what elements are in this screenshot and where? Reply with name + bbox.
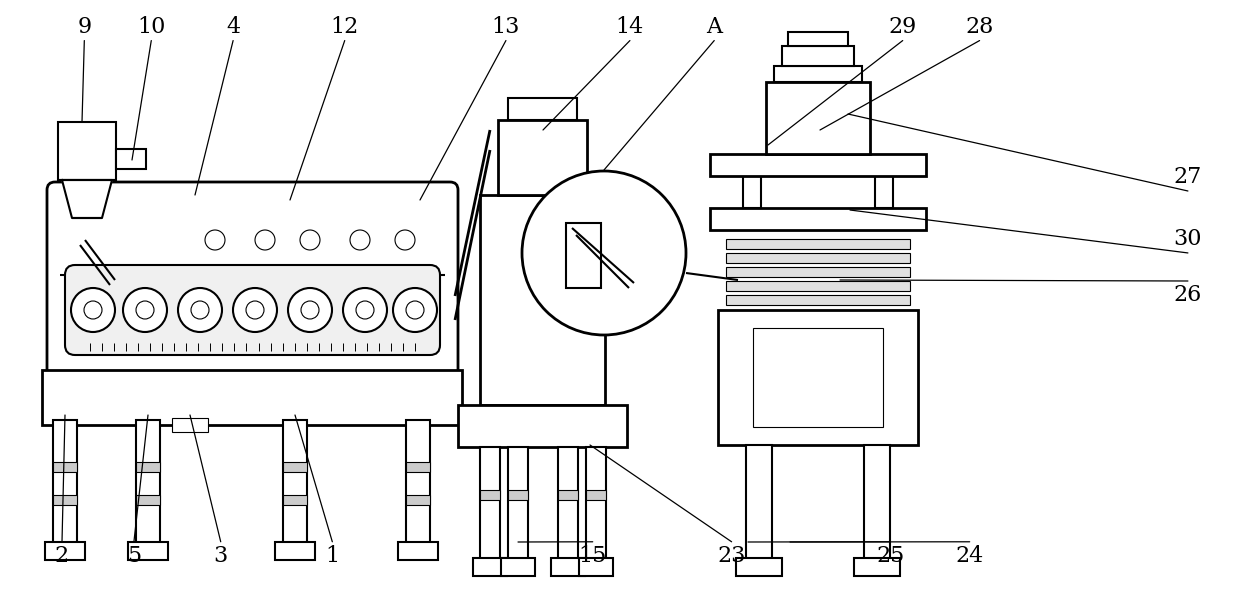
Bar	[405, 462, 430, 472]
Bar	[753, 328, 883, 427]
Circle shape	[255, 230, 275, 250]
Text: 25: 25	[877, 545, 904, 567]
Circle shape	[205, 230, 224, 250]
Bar	[117, 149, 146, 169]
Circle shape	[301, 301, 319, 319]
Bar	[711, 154, 926, 176]
Text: 29: 29	[889, 15, 916, 38]
Circle shape	[233, 288, 277, 332]
Text: 28: 28	[966, 15, 993, 38]
Bar	[128, 542, 167, 560]
Bar	[53, 420, 77, 545]
Bar	[283, 420, 308, 545]
Bar	[558, 447, 578, 560]
Bar	[725, 267, 910, 277]
Text: 1: 1	[325, 545, 340, 567]
Bar	[551, 558, 585, 576]
Bar	[875, 176, 893, 208]
Bar	[579, 558, 613, 576]
Circle shape	[350, 230, 370, 250]
Bar	[558, 490, 578, 500]
Bar	[405, 495, 430, 505]
Bar	[398, 542, 438, 560]
Bar	[480, 490, 500, 500]
Circle shape	[246, 301, 264, 319]
Circle shape	[405, 301, 424, 319]
Circle shape	[396, 230, 415, 250]
Bar	[508, 490, 528, 500]
Bar	[725, 253, 910, 263]
Bar	[480, 195, 605, 405]
Bar	[743, 176, 761, 208]
Bar	[774, 66, 862, 82]
Bar	[136, 495, 160, 505]
Circle shape	[71, 288, 115, 332]
Bar	[275, 542, 315, 560]
Text: 30: 30	[1174, 228, 1202, 250]
Text: 27: 27	[1174, 166, 1202, 188]
Text: 13: 13	[492, 15, 520, 38]
Bar	[283, 462, 308, 472]
Bar	[746, 445, 773, 560]
Bar	[405, 420, 430, 545]
Circle shape	[136, 301, 154, 319]
Bar	[480, 447, 500, 560]
Circle shape	[356, 301, 374, 319]
Text: A: A	[707, 15, 722, 38]
Text: 4: 4	[226, 15, 241, 38]
Text: 3: 3	[213, 545, 228, 567]
Text: 10: 10	[138, 15, 165, 38]
Bar	[53, 462, 77, 472]
Circle shape	[522, 171, 686, 335]
Bar	[136, 420, 160, 545]
Bar	[172, 418, 208, 432]
Bar	[508, 98, 577, 120]
Bar	[565, 223, 601, 288]
Polygon shape	[62, 180, 112, 218]
Text: 9: 9	[77, 15, 92, 38]
Text: 14: 14	[616, 15, 644, 38]
Circle shape	[300, 230, 320, 250]
Circle shape	[84, 301, 102, 319]
Bar	[58, 122, 117, 180]
Bar	[725, 295, 910, 305]
Bar	[53, 495, 77, 505]
Text: 12: 12	[331, 15, 358, 38]
Bar	[472, 558, 507, 576]
Bar	[458, 405, 627, 447]
Text: 24: 24	[956, 545, 983, 567]
Bar	[508, 447, 528, 560]
Text: 23: 23	[718, 545, 745, 567]
Circle shape	[191, 301, 210, 319]
Bar	[283, 495, 308, 505]
Circle shape	[343, 288, 387, 332]
Bar	[45, 542, 86, 560]
Bar	[787, 32, 848, 46]
Bar	[854, 558, 900, 576]
Bar	[136, 462, 160, 472]
Text: 26: 26	[1174, 284, 1202, 306]
Bar	[587, 490, 606, 500]
Bar	[501, 558, 534, 576]
Circle shape	[179, 288, 222, 332]
Bar	[725, 281, 910, 291]
Bar	[725, 239, 910, 249]
Bar	[782, 46, 854, 66]
Bar	[42, 370, 463, 425]
Bar	[766, 82, 870, 154]
Bar	[864, 445, 890, 560]
Bar	[711, 208, 926, 230]
Text: 2: 2	[55, 545, 69, 567]
Circle shape	[393, 288, 436, 332]
Text: 15: 15	[579, 545, 606, 567]
FancyBboxPatch shape	[47, 182, 458, 383]
Bar	[587, 447, 606, 560]
Bar	[498, 120, 587, 195]
Bar	[737, 558, 782, 576]
Circle shape	[123, 288, 167, 332]
Text: 5: 5	[126, 545, 141, 567]
Bar	[718, 310, 918, 445]
Circle shape	[288, 288, 332, 332]
FancyBboxPatch shape	[64, 265, 440, 355]
